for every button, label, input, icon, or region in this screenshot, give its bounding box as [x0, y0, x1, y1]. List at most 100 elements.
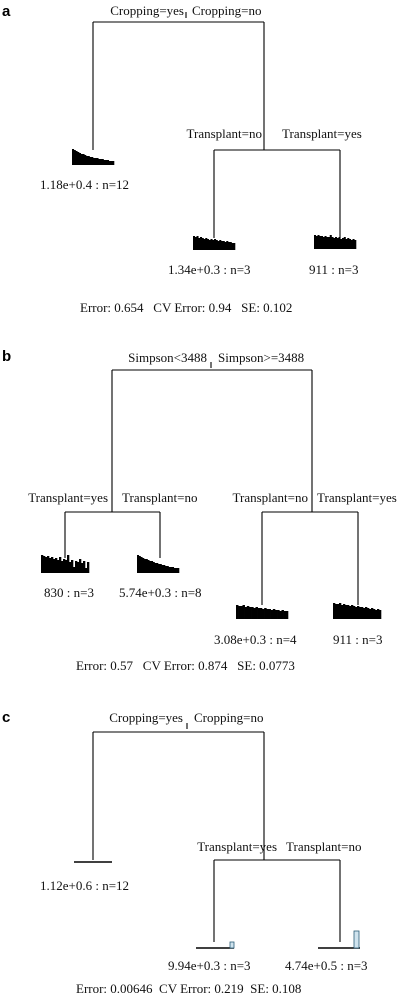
histogram-bar: [275, 610, 278, 619]
histogram-bar: [75, 561, 78, 573]
right-sub-split-right-label: Transplant=yes: [317, 490, 397, 505]
leaf-label: 5.74e+0.3 : n=8: [119, 585, 202, 600]
root-split-left-label: Cropping=yes: [109, 710, 183, 725]
root-split-right-label: Simpson>=3488: [218, 350, 304, 365]
histogram-bar: [341, 605, 344, 619]
histogram-bar: [175, 568, 178, 573]
histogram-bar: [352, 239, 355, 249]
histogram-bar: [108, 161, 111, 165]
histogram-bar: [355, 607, 358, 619]
histogram-bar: [163, 565, 166, 573]
histogram-bar: [379, 610, 382, 619]
histogram-bar: [272, 609, 276, 619]
leaf-histogram: [314, 235, 357, 249]
histogram-bar: [226, 241, 229, 250]
histogram-bar: [203, 239, 206, 250]
panel-a-label: a: [2, 3, 11, 20]
histogram-bar: [51, 557, 54, 573]
leaf-label: 911 : n=3: [333, 632, 382, 647]
error-summary: Error: 0.00646 CV Error: 0.219 SE: 0.108: [76, 981, 301, 996]
histogram-bar: [343, 604, 346, 619]
histogram-bar: [142, 558, 145, 573]
histogram-bar: [75, 151, 78, 165]
histogram-bar: [324, 236, 327, 249]
histogram-bar: [63, 559, 66, 573]
histogram-bar: [333, 603, 336, 619]
leaf-histogram: [196, 941, 235, 949]
histogram-bar: [281, 610, 284, 619]
histogram-bar: [377, 609, 380, 619]
histogram-bar: [343, 237, 346, 249]
histogram-bar: [338, 237, 341, 249]
histogram-bar: [335, 237, 338, 249]
histogram-bar: [349, 606, 352, 619]
histogram-bar: [233, 243, 236, 250]
histogram-bar: [371, 608, 374, 619]
histogram-bar: [105, 160, 108, 165]
histogram-bar: [231, 243, 234, 250]
leaf-label: 830 : n=3: [44, 585, 94, 600]
histogram-bar: [73, 150, 76, 165]
histogram-bar: [152, 562, 155, 573]
histogram-bar: [87, 562, 90, 573]
histogram-bar: [214, 239, 217, 250]
histogram-bar: [154, 563, 157, 573]
histogram-bar: [82, 154, 85, 165]
histogram-bar: [137, 555, 140, 573]
panel-c-label: c: [2, 709, 10, 726]
histogram-bar: [326, 237, 329, 249]
histogram-bar: [257, 608, 261, 619]
histogram-bar: [65, 560, 68, 573]
histogram-bar: [215, 240, 218, 250]
histogram-bar: [266, 609, 269, 619]
histogram-bar: [83, 561, 86, 573]
histogram-bar: [375, 610, 378, 619]
histogram-bar: [193, 236, 196, 250]
histogram-bar: [166, 566, 169, 573]
histogram-bar: [94, 158, 97, 165]
histogram-bar: [138, 556, 141, 573]
histogram-bar: [359, 607, 362, 619]
histogram-bar: [103, 160, 106, 165]
histogram-bar: [268, 609, 271, 619]
histogram-bar: [342, 238, 345, 249]
histogram-bar: [340, 239, 343, 249]
histogram-bar: [229, 242, 232, 250]
leaf-label: 9.94e+0.3 : n=3: [168, 958, 251, 973]
histogram-bar: [77, 152, 80, 165]
leaf-histogram: [72, 149, 115, 165]
histogram-bar: [329, 235, 332, 249]
histogram-bar: [277, 610, 280, 619]
sub-split-right-label: Transplant=no: [286, 839, 361, 854]
histogram-bar: [224, 242, 227, 250]
histogram-bar: [158, 564, 161, 573]
histogram-bar: [61, 561, 64, 573]
histogram-bar: [165, 566, 168, 573]
histogram-bar: [156, 563, 159, 573]
right-sub-split-left-label: Transplant=no: [233, 490, 308, 505]
histogram-bar: [57, 560, 60, 573]
leaf-histogram: [236, 605, 289, 619]
histogram-bar: [98, 159, 101, 165]
root-split-right-label: Cropping=no: [192, 3, 261, 18]
histogram-bar: [331, 237, 334, 249]
panel-c: c Cropping=yes Cropping=no Transplant=ye…: [2, 709, 368, 996]
histogram-bar: [205, 238, 208, 250]
histogram-bar: [221, 241, 224, 250]
histogram-bar: [255, 607, 258, 619]
histogram-bar: [96, 158, 99, 165]
histogram-bar: [59, 557, 62, 573]
sub-split-right-label: Transplant=yes: [282, 126, 362, 141]
leaf-histogram: [41, 555, 90, 573]
histogram-bar: [87, 156, 90, 165]
histogram-bar: [317, 235, 320, 249]
histogram-bar: [337, 604, 340, 619]
histogram-bar: [168, 567, 171, 573]
histogram-bar: [100, 159, 103, 165]
root-split-right-label: Cropping=no: [194, 710, 263, 725]
histogram-bar: [200, 237, 203, 250]
histogram-bar: [350, 240, 353, 249]
histogram-bar: [315, 236, 318, 249]
error-summary: Error: 0.57 CV Error: 0.874 SE: 0.0773: [76, 658, 295, 673]
histogram-bar: [314, 235, 317, 249]
